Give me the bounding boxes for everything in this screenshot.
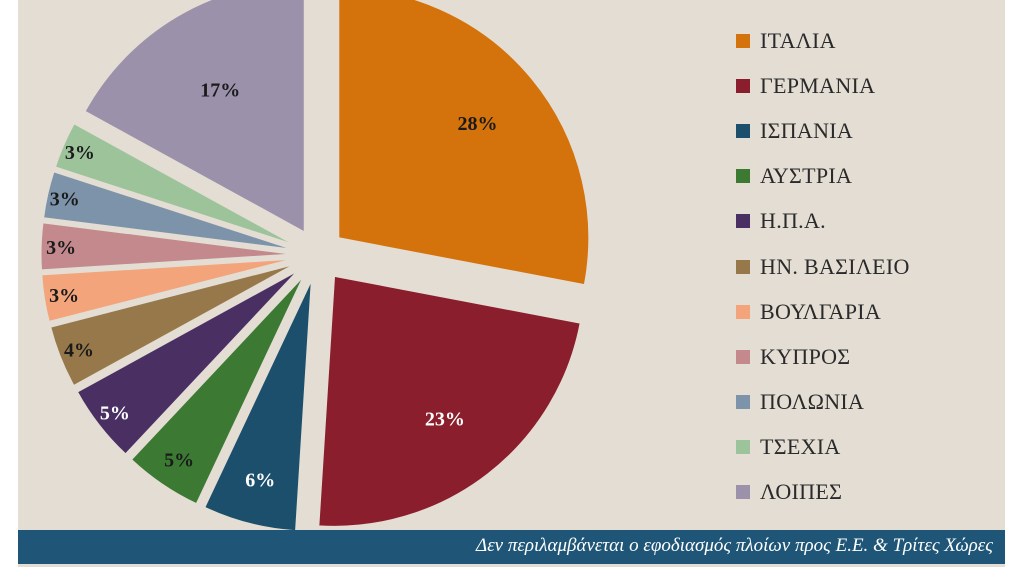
legend-item: ΤΣΕΧΙΑ: [736, 425, 1001, 470]
legend-label: Η.Π.Α.: [760, 208, 826, 234]
pie-slice-11: [84, 0, 305, 233]
slice-label-7: 3%: [49, 285, 79, 307]
slice-label-10: 3%: [65, 142, 95, 164]
legend-label: ΙΣΠΑΝΙΑ: [760, 117, 854, 143]
legend-label: ΗΝ. ΒΑΣΙΛΕΙΟ: [760, 253, 910, 279]
legend-label: ΓΕΡΜΑΝΙΑ: [760, 72, 876, 98]
pie-slice-8: [40, 222, 292, 271]
legend-label: ΤΣΕΧΙΑ: [760, 434, 841, 460]
legend-swatch: [736, 395, 750, 410]
legend-item: ΒΟΥΛΓΑΡΙΑ: [736, 289, 1001, 334]
legend-swatch: [736, 169, 750, 184]
pie-slice-1: [338, 0, 590, 286]
slice-label-8: 3%: [46, 237, 76, 259]
pie-slice-7: [41, 258, 292, 323]
slice-label-11: 17%: [200, 80, 240, 102]
footer-bar: Δεν περιλαμβάνεται ο εφοδιασμός πλοίων π…: [18, 530, 1005, 564]
legend-item: ΚΥΠΡΟΣ: [736, 334, 1001, 379]
pie-slice-4: [130, 276, 304, 505]
pie-slice-2: [318, 275, 581, 527]
legend-swatch: [736, 304, 750, 319]
legend-item: ΓΕΡΜΑΝΙΑ: [736, 63, 1001, 108]
legend-label: ΙΤΑΛΙΑ: [760, 27, 836, 53]
pie-slice-5: [76, 271, 298, 455]
legend-swatch: [736, 214, 750, 229]
pie-slice-6: [50, 264, 294, 387]
legend-swatch: [736, 440, 750, 455]
legend-item: ΑΥΣΤΡΙΑ: [736, 154, 1001, 199]
pie-chart: 28% 23% 6% 5% 5% 4% 3% 3% 3% 3% 17%: [40, 0, 590, 530]
legend-label: ΚΥΠΡΟΣ: [760, 343, 851, 369]
pie-slice-9: [43, 171, 292, 250]
legend-label: ΛΟΙΠΕΣ: [760, 479, 843, 505]
legend-swatch: [736, 33, 750, 48]
pie-slice-10: [54, 123, 294, 245]
slice-label-2: 23%: [425, 409, 465, 431]
slice-label-3: 6%: [245, 470, 275, 492]
chart-frame: 28% 23% 6% 5% 5% 4% 3% 3% 3% 3% 17% ΙΤΑΛΙΑ ΓΕΡΜΑΝΙΑ…: [18, 0, 1005, 567]
legend-swatch: [736, 259, 750, 274]
legend-item: Η.Π.Α.: [736, 199, 1001, 244]
legend-item: ΙΤΑΛΙΑ: [736, 18, 1001, 63]
legend-swatch: [736, 78, 750, 93]
slice-label-4: 5%: [164, 449, 194, 471]
legend-item: ΗΝ. ΒΑΣΙΛΕΙΟ: [736, 244, 1001, 289]
legend: ΙΤΑΛΙΑ ΓΕΡΜΑΝΙΑ ΙΣΠΑΝΙΑ ΑΥΣΤΡΙΑ Η.Π.Α. ΗΝ. ΒΑ…: [736, 18, 1001, 515]
slice-label-1: 28%: [457, 113, 497, 135]
pie-slice-3: [204, 280, 312, 530]
slice-label-5: 5%: [100, 403, 130, 425]
slice-label-9: 3%: [50, 188, 80, 210]
footnote: Δεν περιλαμβάνεται ο εφοδιασμός πλοίων π…: [476, 535, 993, 556]
legend-swatch: [736, 349, 750, 364]
legend-item: ΠΟΛΩΝΙΑ: [736, 380, 1001, 425]
legend-item: ΛΟΙΠΕΣ: [736, 470, 1001, 515]
legend-swatch: [736, 485, 750, 500]
legend-label: ΒΟΥΛΓΑΡΙΑ: [760, 298, 882, 324]
legend-swatch: [736, 123, 750, 138]
legend-label: ΠΟΛΩΝΙΑ: [760, 389, 865, 415]
legend-label: ΑΥΣΤΡΙΑ: [760, 163, 853, 189]
slice-label-6: 4%: [64, 340, 94, 362]
legend-item: ΙΣΠΑΝΙΑ: [736, 108, 1001, 153]
